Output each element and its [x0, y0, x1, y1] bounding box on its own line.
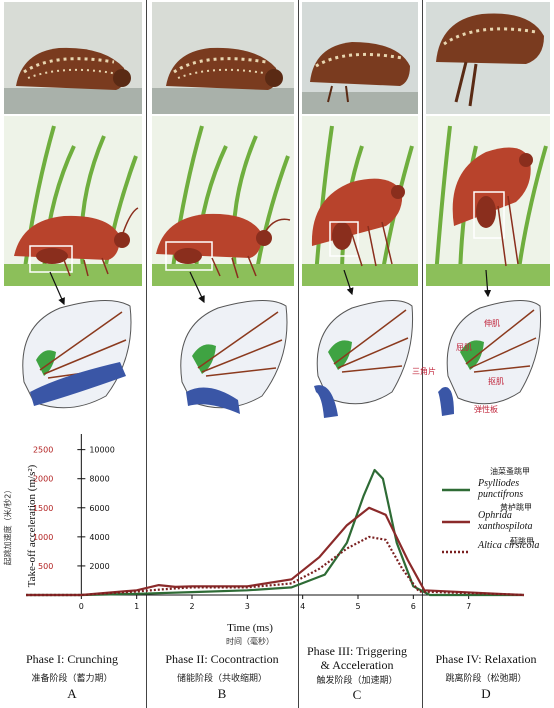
phase-label-c-line2: & Acceleration	[320, 658, 394, 672]
panel-divider-3	[422, 0, 423, 708]
legend-cn-altica: 蓟跳甲	[510, 537, 534, 546]
x-tick-label-1: 1	[134, 602, 139, 611]
x-tick-label-0: 0	[79, 602, 84, 611]
x-tick-label-7: 7	[466, 602, 471, 611]
phase-cn-c: 触发阶段（加速期）	[316, 676, 398, 686]
anno-triangle: 三角片	[412, 367, 436, 376]
phase-label-c-line1: Phase III: Triggering	[307, 644, 407, 658]
y-tick-label-left-1500: 1500	[33, 504, 53, 513]
scene-a	[4, 116, 142, 286]
muscle-inset-a	[10, 296, 140, 420]
y-tick-label-right-10000: 10000	[89, 446, 114, 455]
y-axis-label: Take-off acceleration (m/s²)	[26, 464, 38, 588]
y-tick-label-left-1000: 1000	[33, 533, 53, 542]
y-tick-label-right-2000: 2000	[89, 562, 109, 571]
x-tick-label-2: 2	[189, 602, 194, 611]
x-tick-label-6: 6	[411, 602, 416, 611]
phase-cn-a: 准备阶段（蓄力期）	[31, 674, 113, 684]
beetle-photo-c	[302, 2, 418, 114]
y-tick-label-left-500: 500	[38, 562, 53, 571]
y-tick-label-right-4000: 4000	[89, 533, 109, 542]
phase-letter-c: C	[352, 687, 362, 702]
phase-label-a: Phase I: Crunching	[26, 652, 118, 666]
muscle-inset-c	[308, 296, 418, 420]
phase-letter-d: D	[481, 686, 491, 701]
anno-lever: 抠肌	[488, 377, 504, 386]
scene-c	[302, 116, 418, 286]
y-tick-label-right-8000: 8000	[89, 475, 109, 484]
x-tick-label-4: 4	[300, 602, 305, 611]
legend-ophrida: Ophrida xanthospilota	[478, 510, 533, 532]
phase-label-b: Phase II: Cocontraction	[165, 652, 279, 666]
legend-altica: Altica cirsicola	[478, 540, 540, 551]
series-line-0	[26, 468, 524, 597]
x-tick-label-5: 5	[355, 602, 360, 611]
phase-letter-a: A	[67, 686, 77, 701]
x-axis-label: Time (ms)	[227, 622, 273, 634]
legend-cn-ophrida: 黄栌跳甲	[500, 503, 532, 512]
beetle-photo-a	[4, 2, 142, 114]
scene-d	[426, 116, 550, 286]
anno-flexor: 屈肌	[456, 343, 472, 352]
x-axis-label-cn: 时间（毫秒）	[226, 637, 274, 646]
y-tick-label-left-2500: 2500	[33, 446, 53, 455]
legend-cn-psylliodes: 油菜蚤跳甲	[490, 467, 530, 476]
phase-cn-b: 储能阶段（共收缩期）	[176, 674, 267, 684]
y-tick-label-left-2000: 2000	[33, 475, 53, 484]
phase-label-d: Phase IV: Relaxation	[435, 652, 537, 666]
anno-extensor: 伸肌	[484, 319, 500, 328]
pointer-arrows	[49, 270, 492, 306]
anno-elastic: 弹性板	[474, 405, 498, 414]
x-tick-label-3: 3	[245, 602, 250, 611]
series-line-2	[26, 535, 525, 597]
beetle-photo-b	[152, 2, 294, 114]
panel-divider-1	[146, 0, 147, 708]
legend-psylliodes: Psylliodes punctifrons	[478, 478, 524, 500]
y-tick-label-right-6000: 6000	[89, 504, 109, 513]
phase-letter-b: B	[217, 686, 227, 701]
panel-divider-2	[298, 0, 299, 708]
muscle-inset-d	[432, 296, 550, 420]
series-line-1	[26, 506, 525, 597]
y-axis-label-cn: 起跳加速度（米/秒2）	[3, 485, 13, 566]
acceleration-chart: 0 1 2 3 4 5 6 7 500 1000 1500 2000 2500 2000 4000 6000 8…	[26, 434, 525, 611]
beetle-photo-d	[426, 2, 550, 114]
chart-lines	[26, 468, 525, 597]
muscle-inset-b	[168, 296, 296, 420]
scene-b	[152, 116, 294, 286]
phase-cn-d: 跳离阶段（松弛期）	[445, 674, 527, 684]
